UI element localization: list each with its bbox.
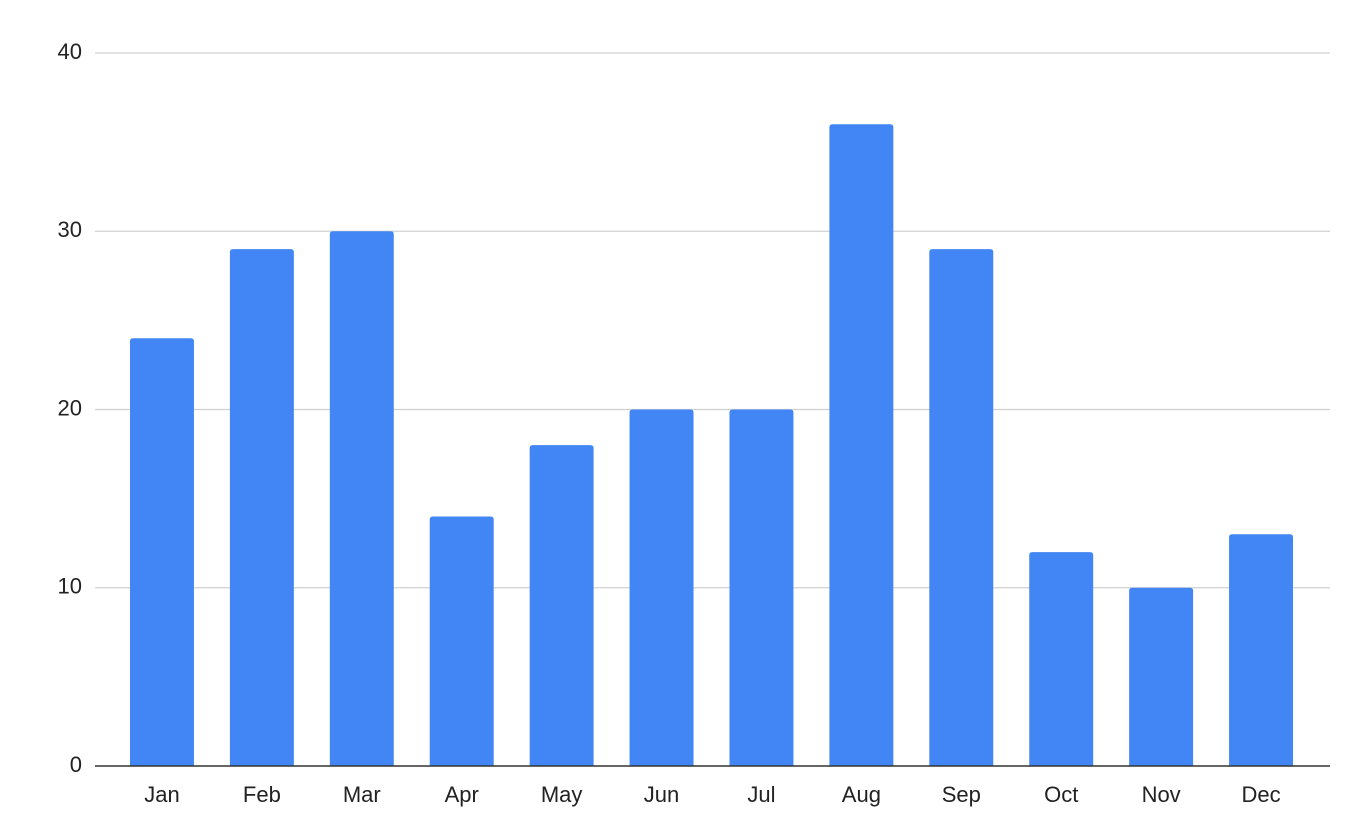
x-tick-label: Sep (942, 782, 981, 807)
bar (1229, 534, 1294, 766)
x-tick-label: Mar (343, 782, 381, 807)
x-tick-label: Jan (144, 782, 179, 807)
x-tick-label: May (541, 782, 583, 807)
x-tick-label: Jul (747, 782, 775, 807)
bar (1029, 552, 1094, 766)
bar (829, 124, 894, 767)
y-tick-label: 20 (58, 395, 82, 420)
bar (329, 231, 394, 766)
x-tick-label: Apr (445, 782, 479, 807)
bar (129, 338, 194, 766)
y-tick-label: 0 (70, 752, 82, 777)
bar (1129, 587, 1194, 766)
y-tick-label: 10 (58, 574, 82, 599)
bar (929, 249, 994, 766)
bar (429, 516, 494, 766)
y-tick-label: 40 (58, 39, 82, 64)
x-tick-label: Jun (644, 782, 679, 807)
x-tick-label: Aug (842, 782, 881, 807)
bar (629, 409, 694, 766)
x-tick-label: Feb (243, 782, 281, 807)
x-tick-label: Dec (1241, 782, 1280, 807)
bar (729, 409, 794, 766)
y-tick-label: 30 (58, 217, 82, 242)
bar (229, 249, 294, 766)
x-tick-label: Nov (1142, 782, 1181, 807)
x-tick-label: Oct (1044, 782, 1078, 807)
bar (529, 445, 594, 766)
